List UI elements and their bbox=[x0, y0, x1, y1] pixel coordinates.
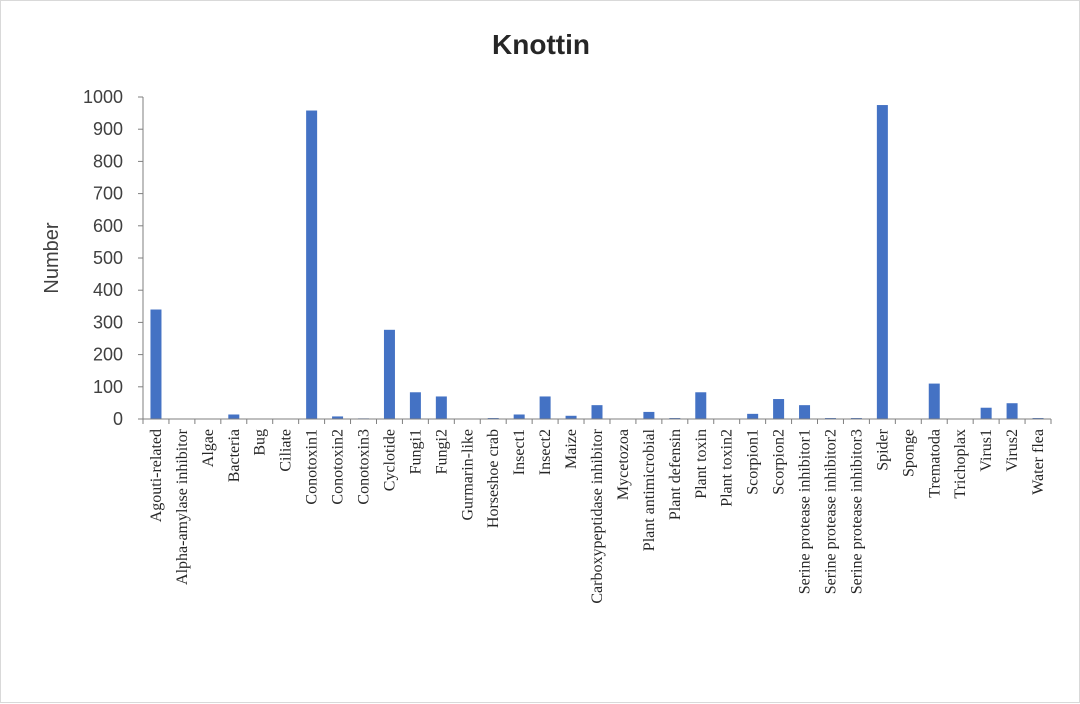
x-tick-label: Horseshoe crab bbox=[485, 429, 502, 528]
bar bbox=[514, 414, 525, 419]
x-tick-label: Spider bbox=[874, 428, 891, 470]
bar bbox=[1007, 403, 1018, 419]
x-tick-label: Trematoda bbox=[926, 429, 943, 498]
bar bbox=[384, 330, 395, 419]
x-tick-label: Maize bbox=[563, 429, 580, 469]
x-tick-label: Trichoplax bbox=[952, 429, 969, 499]
bar bbox=[877, 105, 888, 419]
y-tick-label: 200 bbox=[93, 345, 123, 365]
x-tick-label: Conotoxin1 bbox=[304, 429, 321, 505]
y-tick-label: 900 bbox=[93, 119, 123, 139]
x-tick-label: Plant toxin bbox=[693, 429, 710, 499]
y-tick-label: 400 bbox=[93, 280, 123, 300]
x-tick-label: Plant toxin2 bbox=[719, 429, 736, 507]
x-tick-label: Carboxypeptidase inhibitor bbox=[589, 428, 606, 603]
bar bbox=[228, 414, 239, 419]
x-tick-label: Water flea bbox=[1030, 429, 1047, 495]
bar bbox=[150, 310, 161, 419]
x-tick-label: Alpha-amylase inhibitor bbox=[174, 428, 191, 585]
bar bbox=[695, 392, 706, 419]
x-axis-ticks: Agouti-related Alpha-amylase inhibitor Alg… bbox=[143, 419, 1051, 604]
y-tick-label: 800 bbox=[93, 151, 123, 171]
bar bbox=[747, 414, 758, 419]
x-tick-label: Serine protease inhibitor2 bbox=[822, 429, 839, 594]
bars bbox=[150, 105, 1043, 419]
x-tick-label: Cyclotide bbox=[381, 429, 398, 491]
bar bbox=[540, 396, 551, 419]
x-tick-label: Fungi2 bbox=[433, 429, 450, 474]
bar bbox=[799, 405, 810, 419]
x-tick-label: Scorpion1 bbox=[745, 429, 762, 495]
y-tick-label: 500 bbox=[93, 248, 123, 268]
x-tick-label: Scorpion2 bbox=[771, 429, 788, 495]
y-tick-label: 700 bbox=[93, 184, 123, 204]
x-tick-label: Algae bbox=[200, 429, 217, 467]
bar bbox=[306, 111, 317, 419]
x-tick-label: Sponge bbox=[900, 429, 917, 477]
y-tick-label: 100 bbox=[93, 377, 123, 397]
x-tick-label: Agouti-related bbox=[148, 429, 165, 522]
bar bbox=[592, 405, 603, 419]
x-tick-label: Bacteria bbox=[226, 429, 243, 482]
bar bbox=[929, 384, 940, 419]
x-tick-label: Serine protease inhibitor3 bbox=[848, 429, 865, 594]
x-tick-label: Fungi1 bbox=[407, 429, 424, 474]
bar bbox=[643, 412, 654, 419]
y-tick-label: 1000 bbox=[83, 87, 123, 107]
bar bbox=[410, 392, 421, 419]
x-tick-label: Serine protease inhibitor1 bbox=[797, 429, 814, 594]
x-tick-label: Mycetozoa bbox=[615, 429, 632, 500]
y-axis-label: Number bbox=[41, 222, 63, 293]
y-tick-label: 0 bbox=[113, 409, 123, 429]
y-tick-label: 300 bbox=[93, 312, 123, 332]
x-tick-label: Insect2 bbox=[537, 429, 554, 475]
x-tick-label: Virus1 bbox=[978, 429, 995, 472]
y-tick-label: 600 bbox=[93, 216, 123, 236]
x-tick-label: Insect1 bbox=[511, 429, 528, 475]
bar bbox=[436, 396, 447, 419]
bar bbox=[981, 408, 992, 419]
y-axis-ticks: 0 100 200 300 400 500 600 700 800 900 1000 bbox=[83, 87, 143, 429]
x-tick-label: Conotoxin2 bbox=[330, 429, 347, 505]
x-tick-label: Conotoxin3 bbox=[356, 429, 373, 505]
x-tick-label: Ciliate bbox=[278, 429, 295, 472]
x-tick-label: Plant antimicrobial bbox=[641, 428, 658, 551]
x-tick-label: Gurmarin-like bbox=[459, 429, 476, 521]
chart-title: Knottin bbox=[492, 29, 590, 60]
x-tick-label: Plant defensin bbox=[667, 429, 684, 520]
x-tick-label: Bug bbox=[252, 429, 269, 456]
x-tick-label: Virus2 bbox=[1004, 429, 1021, 472]
bar bbox=[773, 399, 784, 419]
